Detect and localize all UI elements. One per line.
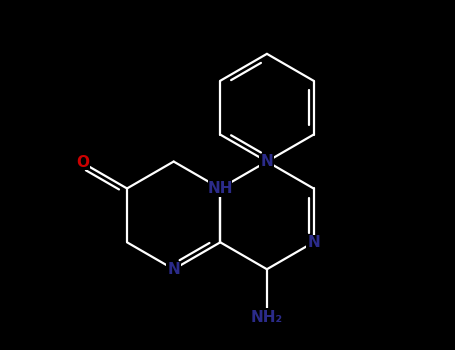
Bar — [252, 308, 282, 327]
Text: N: N — [307, 235, 320, 250]
Text: N: N — [261, 154, 273, 169]
Bar — [259, 154, 274, 169]
Text: NH₂: NH₂ — [251, 310, 283, 325]
Bar — [306, 235, 321, 250]
Bar — [166, 262, 181, 277]
Bar — [75, 155, 90, 170]
Text: N: N — [167, 262, 180, 277]
Text: NH: NH — [207, 181, 233, 196]
Text: O: O — [76, 155, 89, 170]
Bar — [208, 180, 233, 197]
